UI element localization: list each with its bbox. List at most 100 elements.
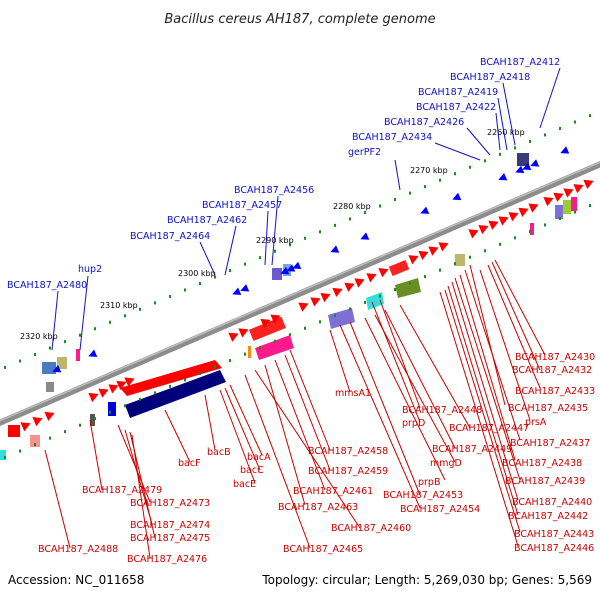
gene-label[interactable]: BCAH187_A2449: [432, 444, 512, 455]
gene-label[interactable]: BCAH187_A2437: [510, 438, 590, 449]
gene-label[interactable]: BCAH187_A2438: [502, 458, 582, 469]
forward-gene-arrow: [498, 216, 509, 226]
gene-label[interactable]: BCAH187_A2412: [480, 57, 560, 68]
tick-dot: [379, 204, 381, 208]
leader-line: [364, 317, 446, 481]
gene-label[interactable]: BCAH187_A2457: [202, 200, 282, 211]
leader-line: [479, 269, 531, 421]
tick-dot: [229, 359, 231, 363]
leader-line: [487, 264, 541, 389]
forward-gene-arrow: [228, 332, 239, 342]
tick-dot: [4, 455, 6, 459]
map-title: Bacillus cereus AH187, complete genome: [164, 12, 435, 27]
gene-label[interactable]: hup2: [78, 264, 102, 275]
gene-label[interactable]: BCAH187_A2475: [130, 533, 210, 544]
gene-label[interactable]: bacE: [233, 479, 256, 490]
genome-summary-text: Topology: circular; Length: 5,269,030 bp…: [262, 573, 592, 587]
leader-line: [466, 127, 491, 156]
gene-small-18: [0, 450, 6, 460]
gene-label[interactable]: BCAH187_A2463: [278, 502, 358, 513]
gene-label[interactable]: BCAH187_A2459: [308, 466, 388, 477]
gene-label[interactable]: BCAH187_A2474: [130, 520, 210, 531]
gene-label[interactable]: BCAH187_A2488: [38, 544, 118, 555]
gene-label[interactable]: BCAH187_A2465: [283, 544, 363, 555]
gene-small-1: [42, 362, 56, 374]
gene-label[interactable]: BCAH187_A2461: [293, 486, 373, 497]
gene-label[interactable]: prpD: [402, 418, 425, 429]
forward-gene-arrow: [88, 392, 99, 403]
gene-label[interactable]: BCAH187_A2453: [383, 490, 463, 501]
gene-label[interactable]: BCAH187_A2454: [400, 504, 480, 515]
leader-line: [491, 261, 541, 371]
leader-line: [394, 159, 401, 191]
leader-line: [451, 281, 519, 501]
gene-label[interactable]: BCAH187_A2456: [234, 185, 314, 196]
reverse-gene-arrow: [330, 245, 340, 253]
gene-label[interactable]: BCAH187_A2426: [384, 117, 464, 128]
gene-label[interactable]: BCAH187_A2432: [512, 365, 592, 376]
gene-label[interactable]: BCAH187_A2462: [167, 215, 247, 226]
gene-label[interactable]: gerPF2: [348, 147, 381, 158]
tick-dot: [94, 327, 96, 331]
gene-label[interactable]: BCAH187_A2435: [508, 403, 588, 414]
tick-dot: [349, 307, 351, 311]
gene-label[interactable]: BCAH187_A2434: [352, 132, 432, 143]
tick-dot: [394, 198, 396, 202]
gene-block-olive: [395, 278, 421, 298]
gene-label[interactable]: BCAH187_A2418: [450, 72, 530, 83]
gene-label[interactable]: BCAH187_A2446: [514, 543, 594, 554]
gene-label[interactable]: prsA: [525, 417, 547, 428]
gene-label[interactable]: BCAH187_A2464: [130, 231, 210, 242]
leader-line: [444, 289, 521, 533]
reverse-gene-arrow: [452, 192, 462, 201]
gene-label[interactable]: prpB: [418, 477, 440, 488]
gene-label[interactable]: mmsA1: [335, 388, 371, 399]
gene-label[interactable]: BCAH187_A2443: [514, 529, 594, 540]
gene-label[interactable]: BCAH187_A2439: [505, 476, 585, 487]
forward-gene-arrow: [116, 380, 127, 391]
tick-dot: [244, 262, 246, 266]
scale-ticks: [4, 114, 591, 459]
gene-label[interactable]: bacB: [207, 447, 231, 458]
gene-block-lavender: [328, 308, 355, 329]
gene-label[interactable]: BCAH187_A2430: [515, 352, 595, 363]
gene-small-9: [555, 205, 563, 219]
forward-gene-arrow: [320, 293, 331, 303]
gene-label[interactable]: BCAH187_A2433: [515, 386, 595, 397]
gene-label[interactable]: bacF: [178, 458, 201, 469]
leader-line: [434, 142, 481, 161]
forward-gene-arrow: [488, 220, 499, 230]
tick-dot: [424, 275, 426, 279]
gene-label[interactable]: BCAH187_A2473: [130, 498, 210, 509]
tick-dot: [124, 404, 126, 408]
reverse-gene-arrow: [360, 232, 370, 240]
gene-label[interactable]: bacC: [240, 465, 264, 476]
gene-label[interactable]: BCAH187_A2442: [508, 511, 588, 522]
gene-label[interactable]: BCAH187_A2479: [82, 485, 162, 496]
forward-gene-arrow: [508, 212, 519, 222]
gene-small-3: [76, 349, 80, 361]
leader-line: [454, 277, 521, 481]
forward-gene-arrow: [8, 427, 19, 437]
gene-label[interactable]: BCAH187_A2460: [331, 523, 411, 534]
gene-label[interactable]: BCAH187_A2422: [416, 102, 496, 113]
reverse-gene-arrow: [232, 287, 242, 295]
gene-label[interactable]: mmgD: [430, 458, 462, 469]
tick-dot: [574, 210, 576, 214]
gene-label[interactable]: BCAH187_A2447: [449, 423, 529, 434]
gene-label[interactable]: BCAH187_A2440: [512, 497, 592, 508]
gene-label[interactable]: BCAH187_A2480: [7, 280, 87, 291]
forward-gene-arrow: [108, 384, 119, 394]
gene-label[interactable]: BCAH187_A2476: [127, 554, 207, 565]
reverse-gene-arrow: [522, 162, 532, 171]
tick-dot: [274, 249, 276, 253]
forward-gene-arrow: [528, 203, 539, 213]
forward-gene-arrow: [32, 417, 43, 427]
gene-label[interactable]: bacA: [247, 452, 271, 463]
forward-gene-arrow: [366, 273, 377, 283]
gene-label[interactable]: BCAH187_A2419: [418, 87, 498, 98]
gene-label[interactable]: BCAH187_A2458: [308, 446, 388, 457]
forward-gene-arrow: [270, 314, 281, 324]
gene-label[interactable]: BCAH187_A2448: [402, 405, 482, 416]
